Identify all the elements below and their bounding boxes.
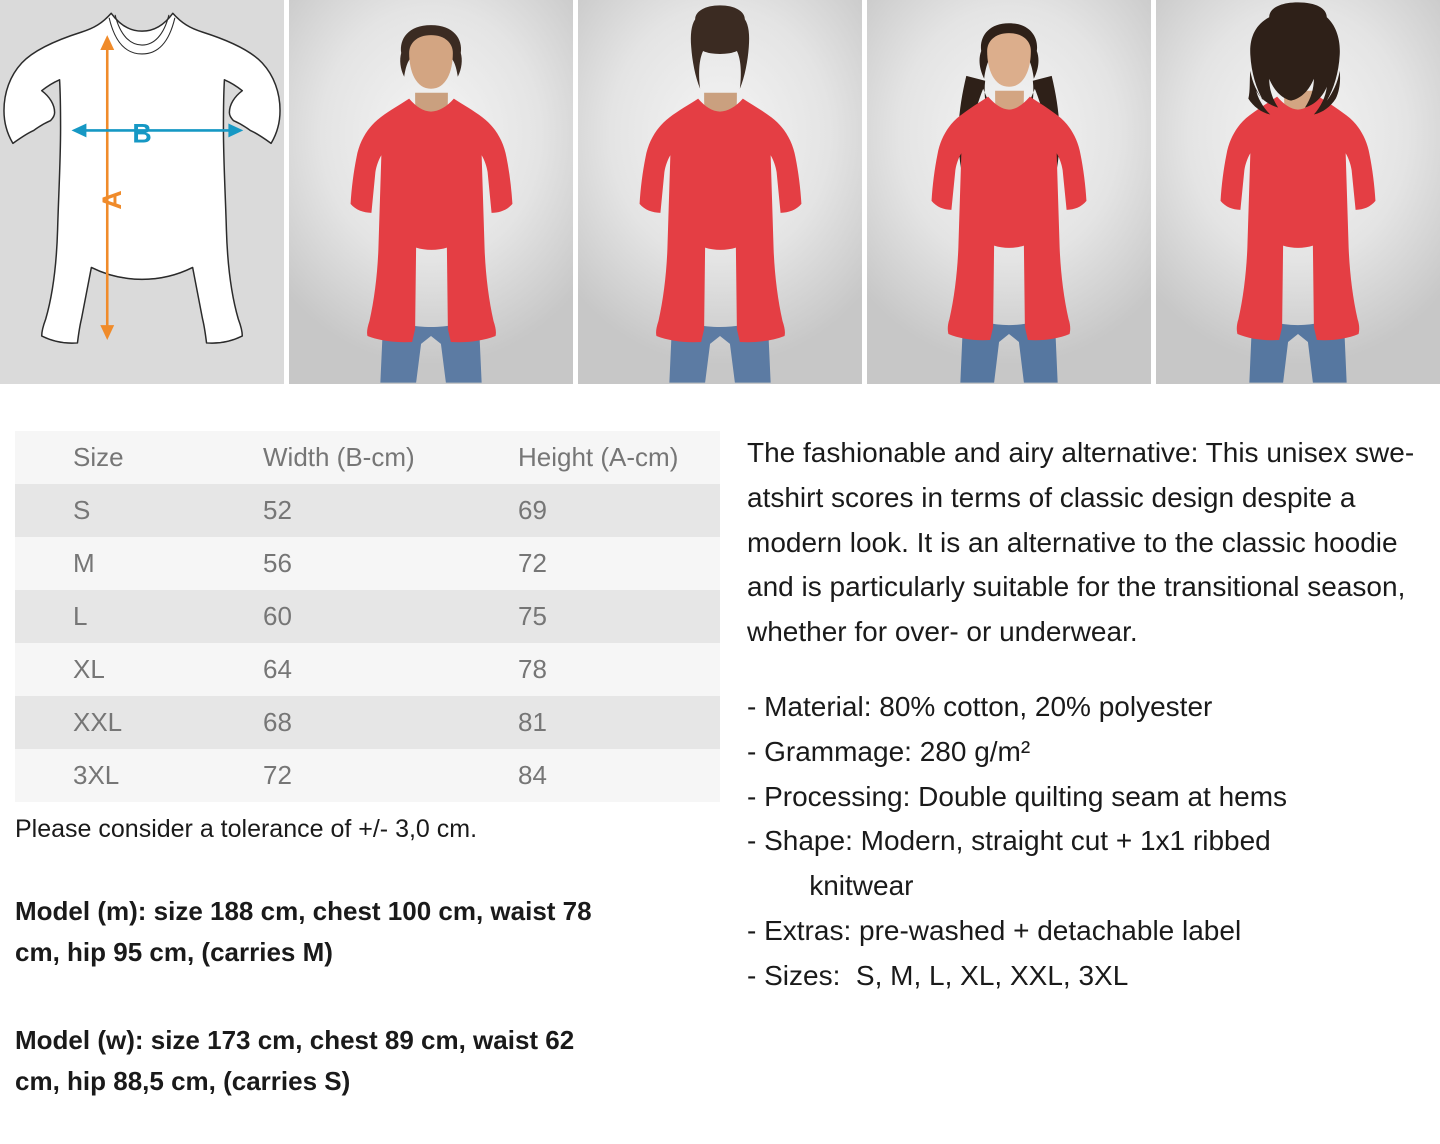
svg-text:B: B xyxy=(132,118,151,148)
svg-text:A: A xyxy=(97,190,127,209)
